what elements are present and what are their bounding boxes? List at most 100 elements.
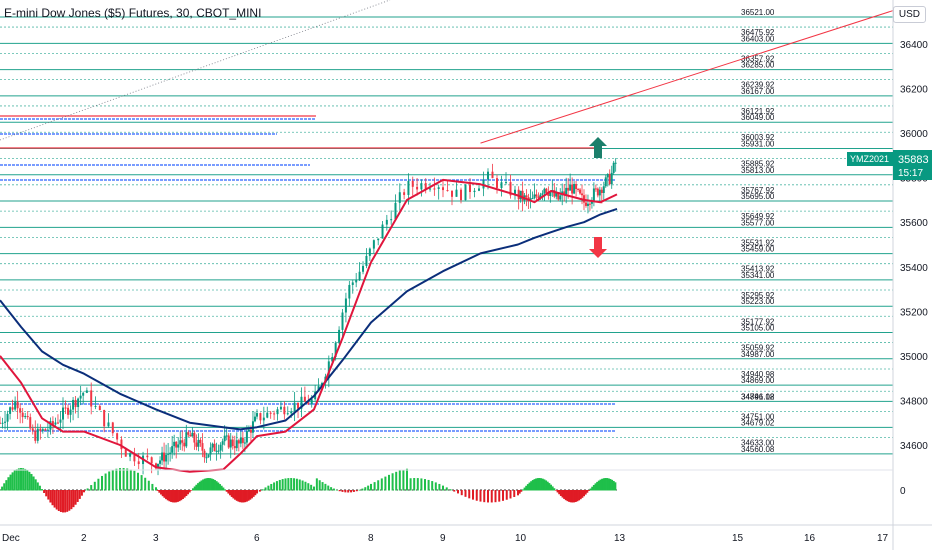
price-tick-label: 36200 [900, 85, 928, 96]
level-label: 35885.92 [741, 160, 775, 169]
oscillator-bar [586, 490, 589, 493]
moving-averages [0, 178, 618, 473]
oscillator-bar [367, 485, 370, 491]
oscillator-bar [104, 473, 107, 491]
oscillator-bar [310, 484, 313, 491]
oscillator-bar [200, 480, 203, 491]
oscillator-bar [235, 490, 238, 501]
candle-body [368, 248, 371, 256]
currency-button[interactable]: USD [892, 6, 926, 23]
oscillator-bar [11, 472, 14, 491]
candle-body [451, 190, 453, 197]
oscillator-bar [151, 483, 154, 491]
oscillator-bar [420, 478, 423, 491]
level-label: 34940.98 [741, 370, 775, 379]
oscillator-bar [13, 470, 16, 491]
candle-body [575, 184, 578, 189]
candle-body [129, 453, 132, 457]
price-tick-label: 35400 [900, 263, 928, 274]
candle-body [290, 411, 293, 414]
candle-body [169, 452, 172, 454]
candle-body [124, 449, 127, 457]
candle-body [177, 444, 180, 448]
oscillator-bar [566, 490, 569, 502]
candle-body [62, 407, 64, 420]
candle-body [473, 190, 476, 193]
oscillator-bar [186, 490, 189, 495]
oscillator-bar [545, 480, 548, 491]
candle-body [51, 421, 54, 425]
candle-body [223, 435, 226, 442]
oscillator-bar [416, 478, 419, 491]
candle-body [107, 422, 110, 427]
oscillator-bar [49, 490, 52, 503]
oscillator-bar [541, 478, 544, 491]
candle-body [146, 455, 149, 458]
candle-body [14, 401, 17, 410]
oscillator-bar [531, 480, 534, 491]
oscillator-bar [526, 484, 529, 491]
oscillator-bar [517, 490, 519, 496]
last-price-label: 35883 [898, 154, 929, 166]
oscillator-bar [229, 490, 232, 496]
candle-body [237, 440, 240, 444]
oscillator-bar [483, 490, 486, 503]
oscillator-bar [525, 485, 528, 491]
oscillator-bar [267, 485, 270, 491]
trendline [480, 7, 901, 144]
candle-body [567, 187, 570, 191]
candle-body [437, 187, 440, 189]
oscillator-bar [144, 477, 147, 491]
candle-body [565, 187, 568, 196]
oscillator-bar [589, 488, 592, 491]
oscillator-bar [554, 490, 557, 491]
time-tick-label: 3 [153, 533, 159, 544]
time-tick-label: 8 [368, 533, 374, 544]
candle-body [227, 435, 230, 448]
candle-body [4, 421, 7, 423]
oscillator-bar [584, 490, 587, 495]
oscillator-bar [494, 490, 497, 503]
oscillator-bar [395, 471, 398, 491]
signal-arrows [589, 137, 607, 258]
oscillator-bar [270, 483, 273, 491]
candle-body [6, 413, 9, 422]
candle-body [77, 398, 80, 408]
candle-body [273, 413, 276, 415]
candle-body [90, 390, 93, 407]
candle-body [424, 183, 427, 190]
candle-body [469, 184, 471, 193]
oscillator-bar [24, 468, 27, 491]
level-label: 34796.08 [741, 392, 775, 401]
price-label-group: YMZ2021 35883 15:17 [847, 150, 932, 180]
oscillator-bar [207, 478, 210, 491]
oscillator-bar [212, 479, 215, 491]
candle-body [171, 446, 174, 453]
time-tick-label: 16 [804, 533, 816, 544]
level-label: 36475.92 [741, 28, 775, 37]
oscillator-bar [237, 490, 240, 502]
oscillator-bar [30, 473, 33, 491]
candle-body [36, 428, 39, 441]
oscillator-bar [7, 477, 10, 491]
candle-body [581, 193, 584, 196]
level-label: 35695.00 [741, 192, 775, 201]
candle-body [555, 193, 558, 197]
oscillator-bar [3, 483, 6, 491]
candle-body [539, 194, 542, 199]
oscillator-bar [163, 490, 166, 498]
time-tick-label: 10 [515, 533, 527, 544]
oscillator-bar [66, 490, 69, 512]
oscillator-bar [122, 468, 125, 491]
candle-body [262, 417, 265, 421]
oscillator-bar [607, 478, 610, 491]
oscillator-bar [427, 479, 430, 491]
arrow-up-icon [589, 137, 607, 158]
candle-body [79, 395, 82, 399]
level-label: 35295.92 [741, 291, 775, 300]
time-tick-label: 9 [440, 533, 446, 544]
candle-body [283, 406, 286, 415]
oscillator-bar [36, 482, 39, 491]
oscillator-bar [380, 478, 383, 491]
